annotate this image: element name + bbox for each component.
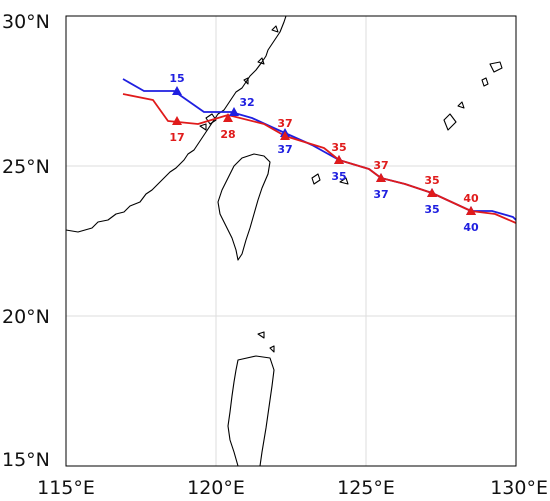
coastal-islet (243, 77, 249, 85)
lat-tick-label: 15°N (2, 449, 50, 471)
track-point-label: 35 (424, 203, 439, 216)
ryukyu-islet (339, 177, 349, 185)
track-point-marker (376, 173, 386, 182)
track-point-label: 35 (331, 170, 346, 183)
coastal-islet (271, 25, 279, 33)
gridlines (65, 15, 517, 467)
luzon-coastline (227, 355, 275, 467)
coastal-islet (257, 57, 265, 65)
lat-tick-label: 30°N (2, 11, 50, 33)
track-point-marker (427, 188, 437, 197)
track-line-track_red (122, 93, 517, 224)
batanes-islet (257, 331, 265, 339)
track-point-label: 32 (239, 96, 254, 109)
track-point-marker (172, 86, 182, 95)
ryukyu-islet (457, 101, 465, 109)
track-point-marker (223, 113, 233, 122)
axis-tick-labels: 115°E 120°E 125°E 130°E 15°N 20°N 25°N 30°N (2, 11, 548, 499)
track-point-marker (466, 206, 476, 215)
coastal-islet (199, 123, 207, 131)
mainland-coastline (65, 15, 287, 233)
track-point-label: 35 (331, 141, 346, 154)
track-point-label: 37 (277, 143, 292, 156)
track-point-label: 40 (463, 192, 479, 205)
coastal-islet (205, 113, 217, 125)
track-point-label: 37 (373, 188, 388, 201)
taiwan-coastline (217, 153, 271, 261)
track-point-label: 37 (373, 159, 388, 172)
lon-tick-label: 125°E (337, 477, 395, 499)
batanes-islet (269, 345, 275, 353)
track-point-label: 35 (424, 174, 439, 187)
track-point-marker (172, 116, 182, 125)
lon-tick-label: 115°E (37, 477, 95, 499)
lon-tick-label: 130°E (490, 477, 548, 499)
track-point-marker (280, 131, 290, 140)
lat-tick-label: 20°N (2, 306, 50, 328)
lat-tick-label: 25°N (2, 156, 50, 178)
track-point-marker (229, 107, 239, 116)
track-point-label: 40 (463, 221, 479, 234)
ryukyu-islet (311, 173, 321, 185)
map-frame (65, 15, 517, 467)
typhoon-tracks (122, 78, 517, 224)
track-point-label: 28 (220, 128, 235, 141)
lon-tick-label: 120°E (187, 477, 245, 499)
track-point-marker (334, 155, 344, 164)
coastlines (65, 15, 503, 467)
ryukyu-islet (481, 77, 489, 87)
track-point-label: 17 (169, 131, 184, 144)
track-point-label: 37 (277, 117, 292, 130)
track-line-track_blue (122, 78, 517, 221)
ryukyu-islet (443, 113, 457, 131)
track-point-label: 15 (169, 72, 184, 85)
track-points: 15 32 37 35 37 35 40 17 28 37 35 37 35 40 (169, 72, 479, 234)
ryukyu-islet (489, 61, 503, 73)
